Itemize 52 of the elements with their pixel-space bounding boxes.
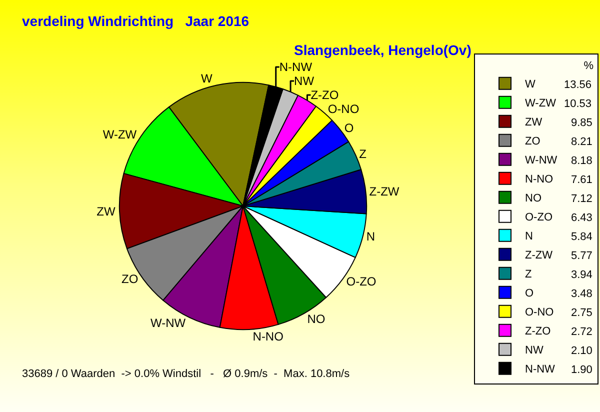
legend-label: O-NO [525,306,554,319]
legend-label: W [525,78,536,91]
data-label: 10.53 [564,98,592,110]
slice-label: Z-ZW [369,184,400,198]
legend-label: O [525,288,534,300]
data-label: 5.77 [571,250,592,262]
data-label: 2.75 [571,307,592,319]
chart-subtitle: Slangenbeek, Hengelo(Ov) [294,42,472,58]
legend-label: N-NW [525,364,556,376]
legend-title: % [584,60,594,72]
data-label: 8.18 [571,155,592,167]
legend-label: ZW [525,116,543,129]
slice-label: O [344,120,354,135]
slice-label: N [366,230,376,244]
legend-label: W-ZW [525,98,557,110]
legend-label: Z-ZO [525,326,552,338]
legend-label: O-ZO [525,212,553,224]
data-label: 3.94 [571,269,592,281]
legend-label: NO [525,192,542,205]
data-label: 7.61 [571,174,592,186]
slice-label: Z [359,146,367,161]
slice-label: O-NO [328,102,360,116]
legend-label: NW [525,344,544,357]
data-label: 7.12 [571,193,592,205]
data-label: 1.90 [571,364,592,376]
slice-label: N-NW [279,60,313,74]
legend-label: N [525,230,533,243]
legend-label: N-NO [525,174,554,186]
slice-label: W-NW [150,316,186,330]
chart-title: verdeling Windrichting Jaar 2016 [22,12,250,29]
slice-label: O-ZO [346,274,376,288]
legend-label: Z-ZW [525,250,554,262]
legend-label: ZO [525,136,541,148]
data-label: 5.84 [571,231,592,243]
data-label: 2.10 [571,345,592,357]
data-label: 2.72 [571,326,592,338]
legend-label: W-NW [525,154,558,167]
slice-label: ZW [96,204,116,218]
data-label: 9.85 [571,117,592,129]
slice-label: NO [307,312,326,326]
slice-label: N-NO [252,329,284,344]
slice-label: Z-ZO [310,88,339,102]
data-label: 13.56 [564,79,592,91]
slice-label: W [200,72,213,86]
data-label: 6.43 [571,212,592,224]
slice-label: W-ZW [102,127,138,142]
slice-label: NW [294,74,315,88]
legend-label: Z [525,268,532,281]
text: 33689 / 0 Waarden -> 0.0% Windstil - Ø 0.9m/s - Max. 10.8m/s [22,368,350,380]
data-label: 3.48 [571,288,592,300]
data-label: 8.21 [571,136,592,148]
slice-label: ZO [122,272,138,286]
